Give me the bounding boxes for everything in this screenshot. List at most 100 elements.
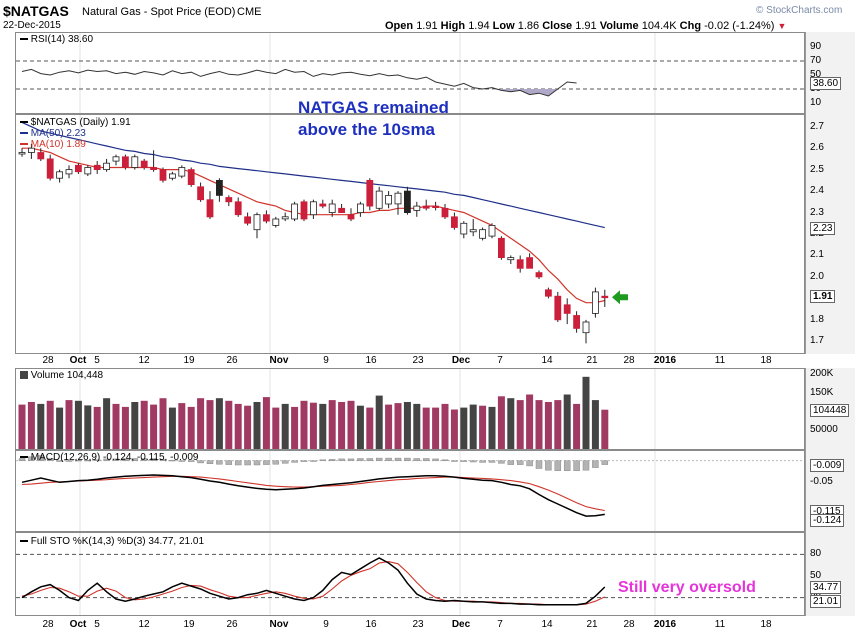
candle-body: [215, 179, 223, 196]
macd-histogram-bar: [441, 459, 449, 461]
x-axis-label-top: 12: [138, 355, 150, 366]
macd-histogram-bar: [37, 455, 45, 461]
open-value: 1.91: [416, 20, 438, 32]
macd-histogram-bar: [18, 458, 26, 461]
volume-bar: [262, 397, 270, 449]
chart-date: 22-Dec-2015: [3, 20, 61, 31]
ma50-legend-swatch: [20, 132, 28, 135]
candle-body: [46, 158, 54, 179]
chg-label: Chg: [679, 20, 702, 32]
x-axis-label-top: 28: [42, 355, 54, 366]
ma10-legend: MA(10) 1.89: [20, 139, 86, 150]
price-legend-text: $NATGAS (Daily) 1.91: [30, 117, 131, 128]
macd-histogram-bar: [366, 458, 374, 461]
candle-body: [385, 194, 393, 205]
volume-bar: [197, 398, 205, 449]
macd-legend: MACD(12,26,9) -0.124, -0.115, -0.009: [20, 452, 198, 463]
macd-histogram-bar: [479, 460, 486, 463]
x-axis-label-bottom: Oct: [69, 619, 87, 630]
macd-histogram-bar: [404, 457, 411, 461]
sto-callout: Still very oversold: [618, 579, 756, 596]
price-ytick: 2.1: [810, 249, 824, 261]
candle-body: [413, 205, 421, 211]
x-axis-label-bottom: 16: [365, 619, 377, 630]
volume-bar: [432, 407, 440, 449]
macd-histogram-bar: [122, 458, 129, 461]
candle-body: [328, 203, 336, 214]
price-ytick: 2.0: [810, 270, 824, 282]
symbol-title[interactable]: $NATGAS: [3, 3, 69, 19]
macd-histogram-bar: [469, 460, 477, 463]
high-label: High: [440, 20, 466, 32]
candle-body: [516, 259, 524, 269]
volume-bar: [27, 402, 35, 449]
x-axis-label-bottom: 23: [412, 619, 424, 630]
x-axis-label-top: Nov: [269, 355, 289, 366]
candle-body: [197, 186, 205, 201]
close-value: 1.91: [575, 20, 597, 32]
candle-body: [563, 304, 571, 314]
x-axis-label-bottom: 18: [760, 619, 772, 630]
candle-body: [27, 147, 35, 153]
main-callout-line1: NATGAS remained: [298, 98, 449, 117]
price-ytick: 1.8: [810, 313, 824, 325]
instrument-name: Natural Gas - Spot Price (EOD): [82, 6, 236, 18]
macd-histogram-bar: [328, 459, 336, 461]
sto-k-line: [21, 557, 606, 606]
macd-histogram-bar: [535, 460, 543, 469]
macd-histogram-bar: [554, 460, 562, 471]
x-axis-label-bottom: 2016: [653, 619, 677, 630]
price-current-label: 1.91: [810, 290, 836, 304]
volume-bar: [65, 400, 73, 449]
green-left-arrow-icon: [612, 290, 628, 305]
volume-bar: [93, 406, 101, 449]
macd-histogram-bar: [394, 457, 402, 461]
ma10-legend-swatch: [20, 143, 28, 146]
macd-histogram-bar: [385, 457, 392, 461]
candle-body: [488, 224, 496, 237]
macd-legend-text: MACD(12,26,9) -0.124, -0.115, -0.009: [30, 452, 199, 463]
sto-panel: [15, 532, 805, 616]
candle-body: [84, 167, 92, 175]
macd-histogram-bar: [187, 460, 195, 462]
candle-body: [497, 237, 505, 259]
rsi-ytick: 90: [810, 41, 822, 52]
candle-body: [56, 171, 63, 179]
candle-body: [281, 216, 289, 220]
volume-ytick: 200K: [810, 367, 834, 379]
candle-body: [422, 205, 430, 209]
macd-histogram-bar: [131, 458, 139, 461]
macd-histogram-bar: [65, 460, 73, 462]
x-axis-label-top: 16: [365, 355, 377, 366]
x-axis-label-bottom: 9: [323, 619, 329, 630]
ma10-line: [22, 147, 605, 304]
macd-histogram-bar: [84, 459, 92, 462]
candle-body: [375, 190, 383, 209]
macd-histogram-bar: [338, 458, 345, 461]
chg-value: -0.02 (-1.24%): [704, 20, 775, 32]
rsi-ytick: 70: [810, 55, 822, 66]
main-callout: NATGAS remained above the 10sma: [298, 97, 449, 141]
macd-signal-line: [21, 475, 605, 512]
volume-bar: [526, 394, 534, 449]
volume-bar: [121, 406, 129, 449]
price-legend-swatch: [20, 121, 28, 124]
candle-body: [403, 190, 411, 214]
volume-legend-text: Volume 104,448: [30, 370, 104, 381]
volume-bar: [159, 398, 167, 449]
x-axis-label-bottom: 21: [586, 619, 598, 630]
macd-histogram-bar: [498, 460, 505, 464]
macd-histogram-bar: [357, 458, 364, 461]
macd-histogram-bar: [206, 460, 214, 464]
macd-histogram-bar: [28, 456, 35, 461]
candle-body: [507, 257, 515, 261]
price-legend: $NATGAS (Daily) 1.91: [20, 117, 131, 128]
sto-d-current-label: 21.01: [810, 594, 842, 608]
macd-histogram-bar: [310, 460, 317, 462]
candle-body: [18, 152, 26, 155]
ma50-current-label: 2.23: [810, 221, 836, 235]
volume-bar: [319, 403, 327, 449]
volume-bar: [507, 398, 515, 449]
macd-histogram-bar: [197, 460, 204, 464]
